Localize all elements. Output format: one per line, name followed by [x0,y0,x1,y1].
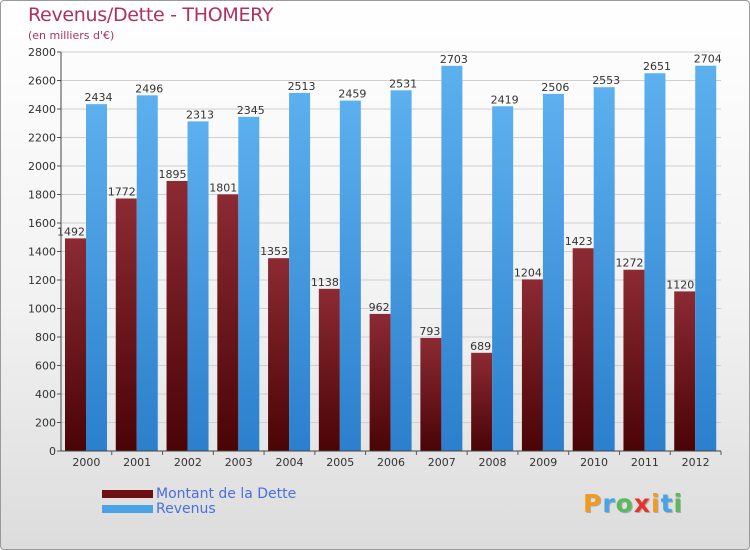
x-tick-label: 2006 [377,456,405,469]
bar-debt-2002 [166,180,188,451]
bar-revenus-2009 [542,93,564,452]
data-label-revenus: 2496 [135,82,163,95]
data-label-revenus: 2553 [592,74,620,87]
bar-revenus-2010 [593,87,615,451]
x-tick-label: 2003 [225,456,253,469]
bar-debt-2005 [318,288,340,451]
bar-revenus-2007 [441,65,463,451]
x-tick-label: 2005 [326,456,354,469]
bar-debt-2003 [217,194,239,452]
bar-debt-2007 [420,337,442,451]
y-tick-label: 1000 [28,303,56,316]
bar-debt-2012 [674,291,696,451]
data-label-debt: 793 [419,325,440,338]
y-tick-label: 1600 [28,217,56,230]
y-tick-label: 0 [49,445,56,458]
y-tick-label: 2400 [28,103,56,116]
data-label-revenus: 2651 [643,60,671,73]
bar-revenus-2003 [238,116,260,452]
bar-revenus-2001 [136,95,158,451]
x-tick-label: 2001 [123,456,151,469]
bar-debt-2009 [521,279,543,451]
y-tick-label: 800 [35,331,56,344]
data-label-debt: 1772 [108,185,136,198]
y-tick-label: 2800 [28,46,56,59]
proxiti-logo: Proxiti [583,489,684,518]
data-label-debt: 1353 [260,245,288,258]
x-tick-label: 2010 [580,456,608,469]
x-tick-label: 2011 [631,456,659,469]
data-label-revenus: 2345 [237,104,265,117]
bar-revenus-2000 [86,104,107,451]
data-label-debt: 1138 [311,276,339,289]
data-label-debt: 962 [369,301,390,314]
bar-debt-2006 [369,313,391,451]
y-tick-label: 2000 [28,160,56,173]
bar-revenus-2011 [644,73,666,452]
legend-label-revenus: Revenus [156,501,216,517]
x-tick-label: 2007 [428,456,456,469]
bar-revenus-2002 [187,121,209,452]
data-label-revenus: 2513 [288,80,316,93]
x-tick-label: 2009 [529,456,557,469]
bar-debt-2004 [268,258,290,451]
bar-debt-2001 [115,198,137,451]
data-label-debt: 1801 [209,181,237,194]
data-label-revenus: 2704 [694,53,722,66]
data-label-revenus: 2419 [491,93,519,106]
x-tick-label: 2004 [275,456,303,469]
chart-title: Revenus/Dette - THOMERY [28,4,274,26]
data-label-revenus: 2531 [389,77,417,90]
bar-debt-2008 [471,352,493,451]
data-label-revenus: 2703 [440,53,468,66]
data-label-debt: 1492 [57,225,85,238]
data-label-debt: 689 [470,340,491,353]
bar-debt-2010 [572,248,594,451]
data-label-revenus: 2459 [338,88,366,101]
legend-swatch-revenus [102,505,153,513]
y-tick-label: 600 [35,360,56,373]
bar-debt-2011 [623,269,645,451]
x-tick-label: 2002 [174,456,202,469]
bar-debt-2000 [65,238,86,451]
bar-revenus-2012 [695,65,717,452]
y-tick-label: 2600 [28,75,56,88]
y-tick-label: 1400 [28,246,56,259]
chart-subtitle: (en milliers d'€) [28,29,115,42]
data-label-debt: 1423 [565,235,593,248]
data-label-debt: 1895 [159,168,187,181]
data-label-debt: 1204 [514,266,542,279]
axes: 0 200 400 600 800 1000 1200 1400 1600 1800 2000 220… [28,46,722,469]
y-tick-label: 1200 [28,274,56,287]
data-label-debt: 1272 [615,257,643,270]
bar-revenus-2008 [492,106,514,451]
y-tick-label: 400 [35,388,56,401]
y-tick-label: 200 [35,417,56,430]
bars [65,65,717,452]
bar-revenus-2004 [289,92,311,452]
data-label-debt: 1120 [666,278,694,291]
data-label-revenus: 2506 [541,81,569,94]
bar-revenus-2006 [390,90,412,452]
y-tick-label: 2200 [28,132,56,145]
data-labels: 1492 2434 1772 2496 1895 2313 1801 2345 1353 2513… [57,53,722,353]
x-tick-label: 2008 [479,456,507,469]
legend-swatch-debt [102,490,153,498]
data-label-revenus: 2313 [186,108,214,121]
bar-revenus-2005 [339,100,361,451]
x-tick-label: 2012 [682,456,710,469]
data-label-revenus: 2434 [85,91,113,104]
y-tick-label: 1800 [28,189,56,202]
x-tick-label: 2000 [72,456,100,469]
legend-label-debt: Montant de la Dette [156,486,297,502]
